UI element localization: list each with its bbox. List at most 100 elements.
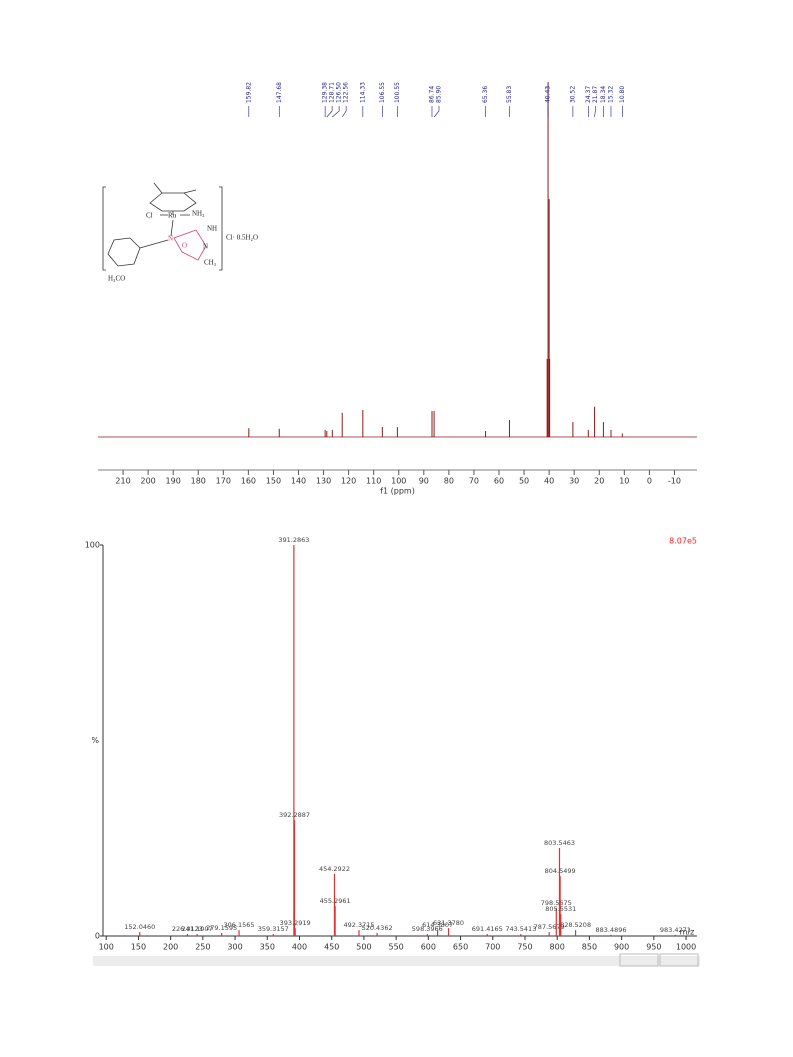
peak-label: 152.0460 — [124, 923, 155, 931]
x-tick-label: 100 — [391, 477, 406, 486]
x-tick-label: 180 — [191, 477, 206, 486]
x-tick-label: 170 — [216, 477, 231, 486]
peak-label: 15.32 — [607, 86, 614, 103]
x-tick-label: 1000 — [676, 943, 696, 952]
x-tick-label: 350 — [260, 943, 275, 952]
peak-label: 279.1595 — [206, 924, 237, 932]
peak-label: 520.4362 — [362, 924, 393, 932]
ligand-ring — [173, 229, 207, 261]
peak-label: 454.2922 — [319, 865, 350, 873]
x-tick-label: 200 — [140, 477, 155, 486]
peak-label: 241.1007 — [182, 925, 213, 933]
x-tick-label: 190 — [166, 477, 181, 486]
x-tick-label: 850 — [582, 943, 597, 952]
x-tick-label: 600 — [421, 943, 436, 952]
peak-label: 18.34 — [600, 86, 607, 103]
x-tick-label: 210 — [115, 477, 130, 486]
peak-label: 798.5675 — [541, 899, 572, 907]
x-tick-label: 0 — [647, 477, 652, 486]
peak-label: 359.3157 — [258, 925, 289, 933]
peak-label: 631.3780 — [433, 919, 464, 927]
peak-label-leader — [594, 106, 596, 118]
atom-label: H₃CO — [108, 275, 125, 283]
arene-ring — [149, 192, 197, 212]
peak-label: 30.52 — [569, 86, 576, 103]
atom-label: NH₂ — [192, 210, 205, 218]
peak-label: 614.3807 — [422, 921, 453, 929]
peak-label: 805.5531 — [545, 905, 576, 913]
peak-label: 122.56 — [343, 82, 350, 103]
x-tick-label: 70 — [469, 477, 479, 486]
atom-label: N — [203, 243, 208, 251]
x-tick-label: 700 — [485, 943, 500, 952]
aryl-ring — [107, 237, 169, 267]
toolbar — [93, 956, 700, 966]
peak-label: 983.4271 — [660, 926, 691, 934]
x-tick-label: 100 — [99, 943, 114, 952]
atom-label: Cl· 0.5H₂O — [226, 234, 258, 242]
peak-label: 106.55 — [379, 82, 386, 103]
x-tick-label: 150 — [266, 477, 281, 486]
y-tick-label: 0 — [95, 932, 100, 941]
x-tick-label: 150 — [131, 943, 146, 952]
peak-label: 114.33 — [359, 82, 366, 103]
peak-label: 126.50 — [336, 82, 343, 103]
y-tick-label: 100 — [85, 541, 100, 550]
peak-label: 21.87 — [592, 86, 599, 103]
peak-label: 86.74 — [428, 86, 435, 103]
peak-label: 40.43 — [545, 86, 552, 103]
x-tick-label: 10 — [619, 477, 629, 486]
x-tick-label: 130 — [316, 477, 331, 486]
x-tick-label: 500 — [356, 943, 371, 952]
bond — [160, 211, 190, 237]
structure — [102, 182, 223, 271]
peak-label-leader — [433, 106, 440, 118]
x-tick-label: 50 — [519, 477, 529, 486]
peak-label: 391.2863 — [278, 536, 309, 544]
x-tick-label: 120 — [341, 477, 356, 486]
peak-label: 306.1565 — [224, 921, 255, 929]
annotation: 8.07e5 — [669, 537, 697, 546]
x-tick-label: 950 — [646, 943, 661, 952]
peak-label: 128.71 — [329, 82, 336, 103]
x-tick-label: 450 — [324, 943, 339, 952]
peak-label: 55.83 — [506, 86, 513, 103]
x-tick-label: 800 — [550, 943, 565, 952]
peak-label: 455.2961 — [320, 897, 351, 905]
x-tick-label: 80 — [444, 477, 454, 486]
x-tick-label: 140 — [291, 477, 306, 486]
atom-label: N — [168, 235, 173, 243]
x-tick-label: 400 — [292, 943, 307, 952]
x-tick-label: 300 — [227, 943, 242, 952]
x-tick-label: 160 — [241, 477, 256, 486]
peak-label: 100.55 — [394, 82, 401, 103]
atom-label: O — [182, 242, 187, 250]
peak-label: 147.68 — [276, 82, 283, 103]
peak-label: 392.2887 — [279, 811, 310, 819]
peak-label: 159.82 — [245, 82, 252, 103]
substituent — [153, 182, 197, 194]
peak-label-leader — [332, 106, 340, 118]
x-tick-label: 650 — [453, 943, 468, 952]
x-axis-label: f1 (ppm) — [380, 487, 415, 496]
peak-label-leader — [341, 106, 347, 118]
x-tick-label: -10 — [668, 477, 681, 486]
x-tick-label: 250 — [195, 943, 210, 952]
y-axis-label: % — [91, 736, 99, 745]
x-tick-label: 110 — [366, 477, 381, 486]
peak-label: 598.3966 — [412, 925, 443, 933]
x-tick-label: 200 — [163, 943, 178, 952]
peak-label: 883.4896 — [595, 926, 626, 934]
atom-label: Cl — [146, 212, 153, 220]
x-tick-label: 900 — [614, 943, 629, 952]
x-tick-label: 40 — [544, 477, 554, 486]
x-tick-label: 750 — [517, 943, 532, 952]
peak-label: 803.5463 — [544, 839, 575, 847]
x-tick-label: 90 — [419, 477, 429, 486]
atom-label: CH₃ — [204, 259, 217, 267]
peak-label: 492.3715 — [343, 921, 374, 929]
peak-label: 85.90 — [435, 86, 442, 103]
peak-label: 828.5208 — [560, 921, 591, 929]
